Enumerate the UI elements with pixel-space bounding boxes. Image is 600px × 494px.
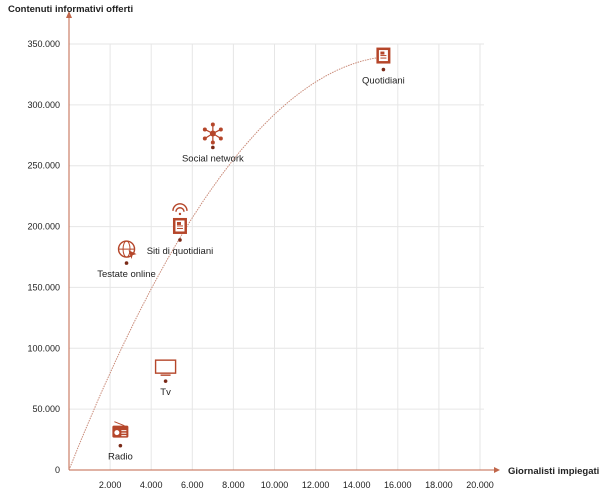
x-tick-label: 20.000	[466, 480, 494, 490]
x-tick-label: 16.000	[384, 480, 412, 490]
data-point: Radio	[108, 421, 133, 463]
newspaper-wifi-icon	[172, 203, 188, 234]
point-marker	[381, 67, 386, 72]
point-label: Radio	[108, 452, 133, 463]
point-marker	[124, 261, 129, 265]
newspaper-icon	[376, 47, 391, 64]
point-marker	[178, 238, 182, 242]
x-tick-label: 10.000	[261, 480, 289, 490]
x-tick-label: 2.000	[99, 480, 122, 490]
data-point: Testate online	[97, 240, 156, 280]
y-tick-label: 150.000	[27, 282, 60, 292]
point-label: Testate online	[97, 269, 156, 280]
y-tick-label: 350.000	[27, 39, 60, 49]
x-axis-arrow	[494, 467, 500, 473]
y-axis-title: Contenuti informativi offerti	[8, 4, 133, 15]
x-tick-label: 6.000	[181, 480, 204, 490]
y-tick-label: 100.000	[27, 343, 60, 353]
point-marker	[163, 379, 168, 383]
y-tick-label: 50.000	[32, 404, 60, 414]
point-label: Tv	[160, 387, 171, 398]
data-point: Quotidiani	[362, 47, 405, 87]
point-marker	[118, 443, 123, 448]
data-point: Social network	[182, 122, 244, 164]
trend-curve	[68, 56, 384, 471]
point-marker	[211, 145, 215, 150]
y-tick-label: 200.000	[27, 222, 60, 232]
x-tick-label: 18.000	[425, 480, 453, 490]
y-tick-label: 300.000	[27, 100, 60, 110]
radio-icon	[112, 421, 129, 438]
x-tick-label: 4.000	[140, 480, 163, 490]
point-label: Siti di quotidiani	[147, 246, 214, 257]
network-icon	[202, 122, 223, 145]
data-point: Siti di quotidiani	[147, 203, 214, 257]
y-axis-arrow	[66, 11, 72, 18]
y-tick-label: 0	[55, 465, 60, 475]
globe-cursor-icon	[117, 240, 137, 260]
x-tick-label: 14.000	[343, 480, 371, 490]
x-tick-label: 8.000	[222, 480, 245, 490]
point-label: Quotidiani	[362, 76, 405, 87]
y-tick-label: 250.000	[27, 161, 60, 171]
tv-icon	[154, 359, 177, 376]
point-label: Social network	[182, 153, 244, 164]
x-axis-title: Giornalisti impiegati	[508, 466, 599, 477]
x-tick-label: 12.000	[302, 480, 330, 490]
data-point: Tv	[154, 359, 177, 398]
